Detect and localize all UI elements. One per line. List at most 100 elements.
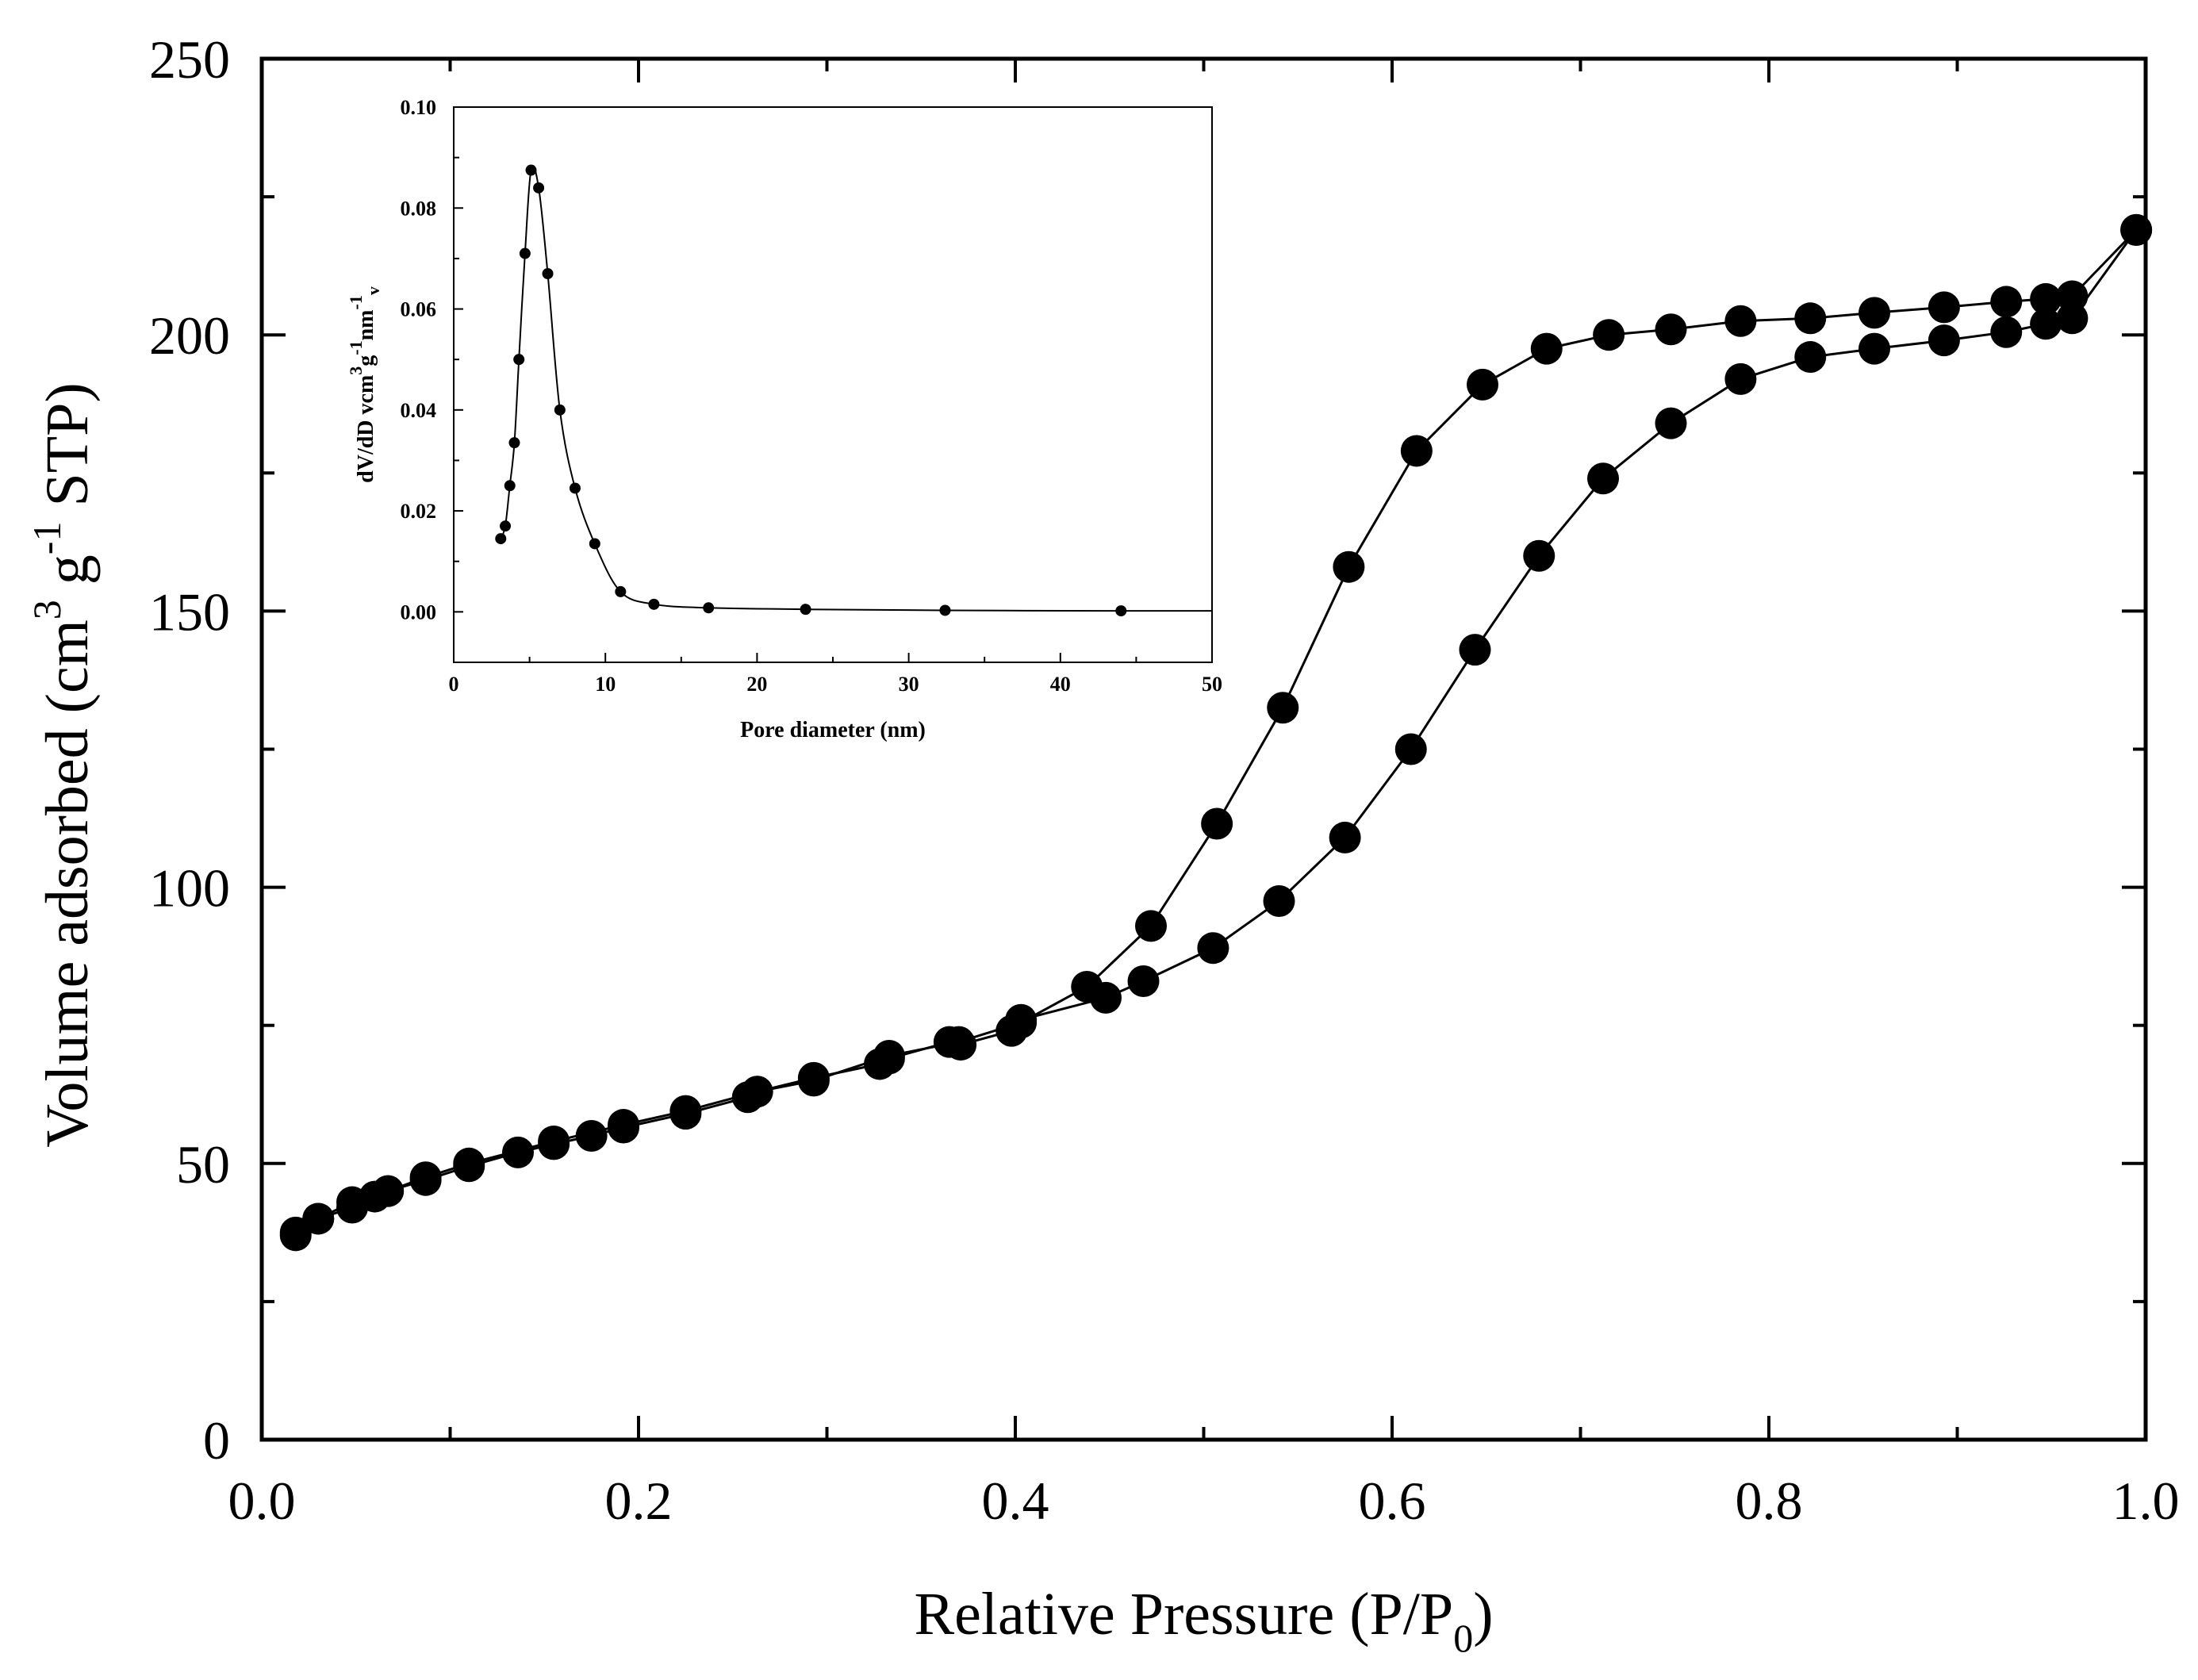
data-point-desorption [336,1186,368,1218]
main-plot: 0.0 0.2 0.4 0.6 0.8 1.0050100150200250Relativ… [25,29,2180,1660]
x-axis-label-text: Relative Pressure (P/P [914,1581,1453,1647]
data-point-desorption [2056,280,2089,313]
inset-data-point [589,538,600,550]
inset-data-point [525,164,537,176]
inset-x-tick-label: 0 [449,673,459,696]
data-point-desorption [1655,313,1687,346]
data-point-adsorption [1197,932,1229,965]
data-point-adsorption [1127,965,1160,997]
data-point-adsorption [1587,462,1619,495]
data-point-adsorption [2030,308,2062,340]
inset-data-point [648,598,660,610]
inset-y-tick-label: 0.02 [401,500,437,523]
data-point-desorption [1333,550,1365,583]
inset-y-tick-label: 0.10 [401,96,437,119]
data-point-adsorption [2056,302,2089,335]
y-tick-label: 200 [149,305,230,366]
inset-x-tick-label: 20 [746,673,767,696]
data-point-desorption [1859,297,1890,329]
inset-y-axis-label-text: g [354,355,378,366]
data-point-desorption [1201,807,1233,840]
x-tick-label: 0.4 [982,1471,1049,1531]
data-point-adsorption [1990,316,2023,348]
inset-x-tick-label: 40 [1050,673,1071,696]
inset-data-point [1115,605,1127,617]
x-tick-label: 1.0 [2112,1471,2180,1531]
x-axis-label-close: ) [1473,1581,1493,1647]
data-point-desorption [741,1076,773,1108]
inset-y-axis-label-subscript: v [363,286,383,295]
data-point-desorption [608,1109,639,1141]
data-point-adsorption [1794,341,1827,374]
data-point-desorption [538,1125,570,1157]
data-point-desorption [453,1147,485,1179]
inset-data-point [800,604,811,616]
y-tick-label: 100 [149,858,230,919]
inset-plot-frame [453,106,1213,663]
inset-data-point [500,520,512,532]
x-axis-label: Relative Pressure (P/P0) [914,1581,1493,1660]
data-point-desorption [1467,368,1498,401]
data-point-adsorption [1523,539,1555,572]
data-point-adsorption [1329,821,1361,853]
data-point-desorption [1593,319,1625,351]
inset-data-point [615,585,627,597]
inset-data-point [504,480,516,492]
inset-x-tick-label: 30 [899,673,919,696]
x-axis-label-subscript: 0 [1453,1616,1473,1660]
data-point-desorption [1928,291,1960,324]
inset-y-axis-label-superscript: -1 [346,295,366,309]
inset-series-line [500,165,1213,612]
data-point-adsorption [1394,733,1427,765]
y-tick-label: 0 [203,1410,230,1471]
inset-data-point [542,268,554,279]
data-point-adsorption [1263,885,1295,918]
inset-y-axis-label-superscript: 3 [346,366,366,375]
y-axis-label-text: Volume adsorbed (cm [34,619,101,1148]
x-tick-label: 0.0 [228,1471,296,1531]
y-tick-label: 150 [149,581,230,642]
y-tick-label: 250 [149,29,230,90]
y-axis-label-superscript: 3 [25,600,69,619]
data-point-desorption [2030,282,2062,315]
inset-y-axis-label-superscript: -1 [346,340,366,355]
data-point-desorption [1267,692,1299,724]
inset-data-point [703,602,715,614]
x-tick-label: 0.8 [1736,1471,1803,1531]
inset-data-point [939,604,951,616]
data-point-desorption [669,1095,702,1127]
data-point-desorption [279,1216,312,1248]
data-point-desorption [409,1161,442,1194]
data-point-desorption [372,1175,405,1207]
inset-x-axis-label: Pore diameter (nm) [740,718,926,742]
inset-data-point [533,182,545,194]
inset-y-tick-label: 0.06 [401,298,437,321]
inset-data-point [554,404,566,416]
data-point-adsorption [575,1119,608,1152]
inset-y-tick-label: 0.04 [401,399,437,422]
data-point-adsorption [502,1136,534,1168]
data-point-desorption [1990,286,2023,318]
data-point-desorption [1071,970,1103,1003]
data-point-desorption [942,1026,975,1058]
data-point-desorption [873,1040,905,1072]
inset-y-tick-label: 0.00 [401,600,437,623]
data-point-adsorption [1724,362,1757,395]
data-point-desorption [1794,302,1827,335]
data-point-desorption [797,1064,830,1097]
y-tick-label: 50 [176,1134,230,1195]
inset-y-tick-label: 0.08 [401,197,437,220]
data-point-adsorption [1459,634,1491,666]
data-point-desorption [1724,305,1757,337]
data-point-desorption [2120,213,2153,246]
data-point-desorption [1135,910,1167,942]
x-tick-label: 0.2 [605,1471,673,1531]
y-axis-label: Volume adsorbed (cm3 g-1 STP) [25,382,101,1148]
inset-y-axis-label: dV/dD vcm3g-1nm-1v [346,286,383,483]
inset-data-point [513,354,525,366]
inset-y-axis-label-text: dV/dD vcm [354,375,378,483]
y-axis-label-superscript: -1 [25,522,69,555]
inset-data-point [495,533,507,545]
data-point-adsorption [1655,407,1687,439]
